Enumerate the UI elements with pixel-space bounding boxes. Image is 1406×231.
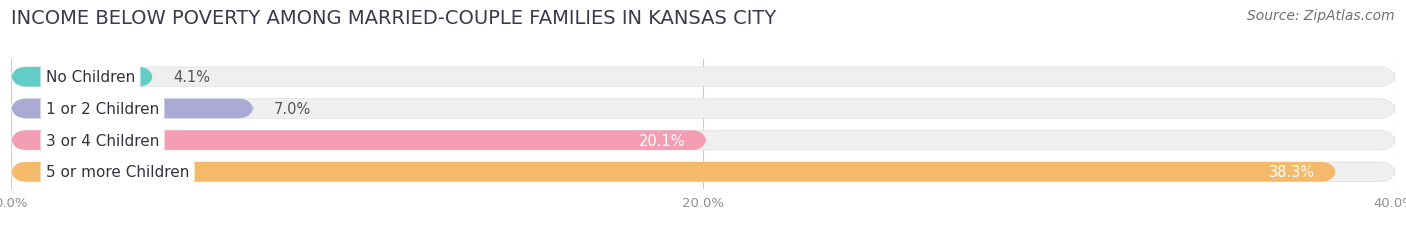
Text: 1 or 2 Children: 1 or 2 Children — [46, 101, 159, 116]
FancyBboxPatch shape — [11, 99, 1395, 119]
FancyBboxPatch shape — [11, 131, 706, 150]
FancyBboxPatch shape — [11, 99, 253, 119]
Text: Source: ZipAtlas.com: Source: ZipAtlas.com — [1247, 9, 1395, 23]
FancyBboxPatch shape — [11, 131, 1395, 150]
FancyBboxPatch shape — [11, 162, 1336, 182]
Text: 38.3%: 38.3% — [1270, 165, 1315, 179]
Text: 4.1%: 4.1% — [174, 70, 211, 85]
Text: 7.0%: 7.0% — [274, 101, 311, 116]
FancyBboxPatch shape — [11, 162, 1395, 182]
Text: 5 or more Children: 5 or more Children — [46, 165, 190, 179]
Text: No Children: No Children — [46, 70, 135, 85]
FancyBboxPatch shape — [11, 68, 153, 87]
Text: INCOME BELOW POVERTY AMONG MARRIED-COUPLE FAMILIES IN KANSAS CITY: INCOME BELOW POVERTY AMONG MARRIED-COUPL… — [11, 9, 776, 28]
Text: 20.1%: 20.1% — [640, 133, 686, 148]
FancyBboxPatch shape — [11, 68, 1395, 87]
Text: 3 or 4 Children: 3 or 4 Children — [46, 133, 159, 148]
